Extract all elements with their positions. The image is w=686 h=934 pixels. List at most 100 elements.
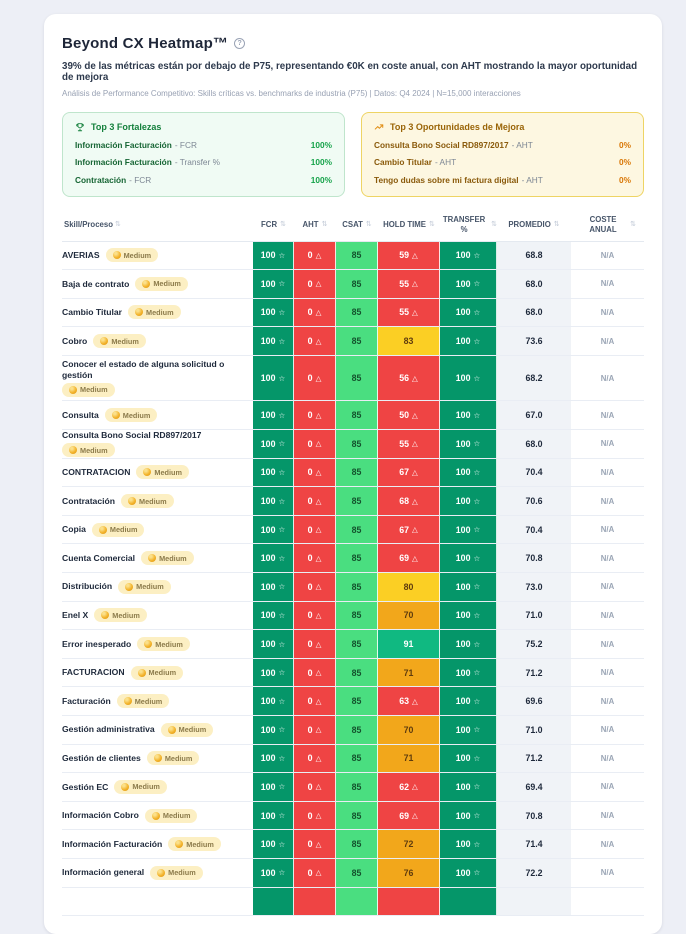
warning-icon: △ [315,753,322,763]
coin-icon [144,640,153,649]
fcr-cell: 100 ☆ [253,241,294,270]
aht-cell: 0 △ [294,515,336,544]
hold-time-cell: 67 △ [378,515,440,544]
coste-anual-cell: N/A [571,802,644,830]
sort-icon: ⇅ [553,220,560,229]
star-icon: ☆ [473,868,481,878]
column-header-label: PROMEDIO [508,219,551,229]
cell-value: 0 [307,524,313,535]
column-header-promedio[interactable]: PROMEDIO ⇅ [497,220,571,229]
transfer-cell: 100 ☆ [440,487,497,515]
opportunities-list: Consulta Bono Social RD897/2017- AHT 0% Ca… [374,140,631,185]
column-header-transfer-[interactable]: TRANSFER % ⇅ [440,215,497,234]
transfer-cell: 100 ☆ [440,601,497,630]
star-icon: ☆ [278,696,286,706]
csat-cell: 85 [336,716,378,744]
cell-value: N/A [600,373,615,383]
badge-label: Medium [153,279,181,289]
cell-value: N/A [600,839,615,849]
csat-cell: 85 [336,658,378,687]
cell-value: 100 [260,278,276,289]
cell-value: 100 [260,639,276,650]
fcr-cell: 100 ☆ [253,716,294,744]
medium-badge: Medium [121,494,174,509]
skill-cell: Copia Medium [62,516,253,544]
warning-icon: △ [315,839,322,849]
cell-value: 71 [403,667,414,678]
column-header-hold-time[interactable]: HOLD TIME ⇅ [378,220,440,229]
cell-value: 72.2 [525,867,543,878]
cell-value: N/A [600,467,615,477]
opportunities-panel: Top 3 Oportunidades de Mejora Consulta B… [361,112,644,197]
aht-cell: 0 △ [294,487,336,515]
skill-cell: Baja de contrato Medium [62,270,253,298]
cell-value: 85 [351,250,362,261]
coste-anual-cell: N/A [571,356,644,401]
transfer-cell: 100 ☆ [440,355,497,401]
cell-value: 68 [399,496,409,507]
cell-value: N/A [600,725,615,735]
panel-item-skill: Información Facturación [75,157,172,167]
fcr-cell: 100 ☆ [253,430,294,458]
column-header-skill-proceso[interactable]: Skill/Proceso ⇅ [62,220,253,229]
promedio-cell: 71.2 [497,658,571,687]
cell-value: 100 [260,696,276,707]
help-icon[interactable]: ? [234,38,246,49]
csat-cell: 85 [336,801,378,830]
csat-cell: 85 [336,744,378,773]
cell-value: N/A [600,696,615,706]
star-icon: ☆ [473,782,481,792]
skill-name: AVERIAS [62,249,100,260]
strengths-panel-title: Top 3 Fortalezas [75,122,332,132]
csat-cell: 85 [336,544,378,573]
cell-value: N/A [600,279,615,289]
warning-icon: △ [315,525,322,535]
medium-badge: Medium [137,637,190,652]
medium-badge: Medium [150,865,203,880]
summary-panels: Top 3 Fortalezas Información Facturación… [62,112,644,197]
coste-anual-cell: N/A [571,487,644,515]
transfer-cell: 100 ☆ [440,544,497,573]
column-header-csat[interactable]: CSAT ⇅ [336,220,378,229]
cell-value: 100 [455,667,471,678]
warning-icon: △ [412,496,418,506]
aht-cell: 0 △ [294,773,336,801]
skill-cell: Gestión EC Medium [62,773,253,801]
coste-anual-cell: N/A [571,299,644,327]
coin-icon [153,754,162,763]
transfer-cell: 100 ☆ [440,687,497,715]
cell-value: N/A [600,639,615,649]
skill-name: Distribución [62,581,113,592]
skill-cell: Cobro Medium [62,327,253,355]
coin-icon [175,840,184,849]
cell-value: 0 [307,410,313,421]
cell-value: 100 [260,496,276,507]
panel-item-skill: Cambio Titular [374,157,432,167]
cell-value: 73.0 [525,581,543,592]
cell-value: N/A [600,525,615,535]
meta-line: Análisis de Performance Competitivo: Ski… [62,89,521,98]
badge-label: Medium [122,410,151,420]
column-header-coste-anual[interactable]: COSTE ANUAL ⇅ [571,215,644,234]
medium-badge: Medium [160,722,214,737]
skill-name: Cobro [62,335,88,346]
skill-name: Facturación [62,695,111,706]
column-header-aht[interactable]: AHT ⇅ [294,220,336,229]
skill-cell: Enel X Medium [62,602,253,630]
promedio-cell: 68.0 [497,270,571,298]
fcr-cell: 100 ☆ [253,298,294,327]
skill-cell: Error inesperado Medium [62,630,253,658]
cell-value: 100 [455,278,471,289]
coste-anual-cell: N/A [571,773,644,801]
panel-item-value: 100% [310,157,332,167]
cell-value: 100 [455,553,471,564]
cell-value: 70.6 [525,496,543,507]
promedio-cell: 70.6 [497,487,571,515]
table-row: Distribución Medium 100 ☆ 0 △ 85 80 100 ☆ 73.0 N/A [62,573,644,602]
badge-label: Medium [155,639,183,649]
coin-icon [167,725,176,734]
page-title: Beyond CX Heatmap™ [62,35,229,52]
column-header-fcr[interactable]: FCR ⇅ [253,220,294,229]
star-icon: ☆ [278,753,286,763]
hold-time-cell: 67 △ [378,458,440,487]
